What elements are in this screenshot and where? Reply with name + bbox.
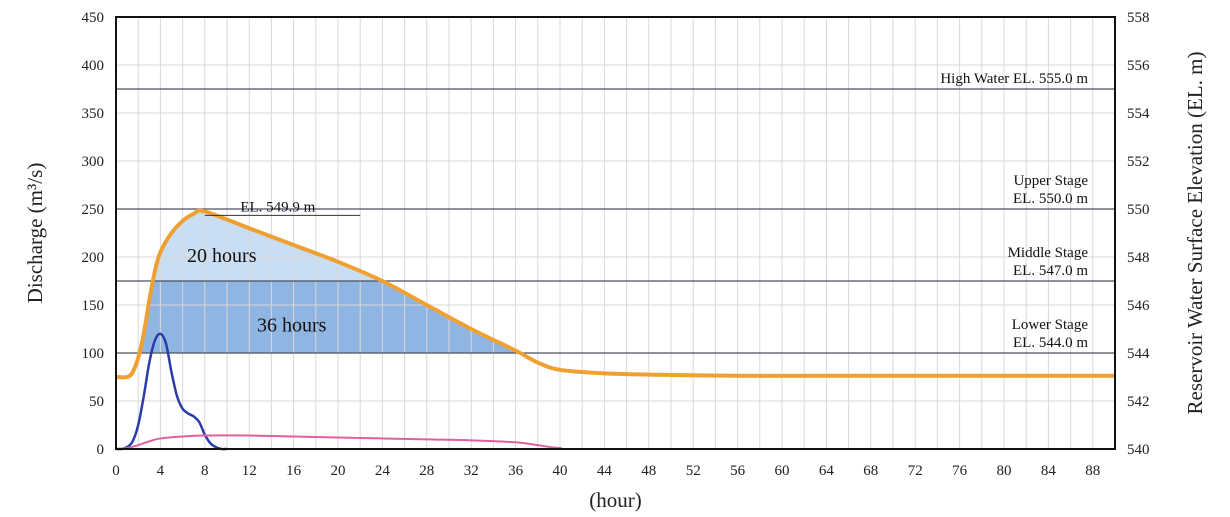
x-tick-label: 40 [553, 463, 568, 479]
left-y-tick-label: 300 [82, 154, 105, 170]
x-tick-label: 60 [775, 463, 790, 479]
series-line-0 [115, 208, 1115, 380]
x-tick-label: 0 [112, 463, 120, 479]
left-y-tick-label: 350 [82, 106, 105, 122]
x-tick-label: 68 [863, 463, 878, 479]
stage-fill-areas [140, 211, 519, 353]
right-y-tick-label: 550 [1127, 202, 1150, 218]
x-tick-label: 44 [597, 463, 613, 479]
right-y-tick-labels: 540 542 544 546 548 550 552 554 556 558 [1127, 10, 1150, 458]
x-tick-label: 80 [997, 463, 1012, 479]
x-tick-label: 84 [1041, 463, 1057, 479]
reference-lines [116, 88, 1115, 354]
x-tick-label: 24 [375, 463, 391, 479]
left-y-tick-label: 200 [82, 250, 105, 266]
x-tick-labels: 0 4 8 12 16 20 24 28 32 36 40 44 48 52 56 60 64 68 72 76 80 8… [112, 463, 1100, 479]
x-axis-title: (hour) [589, 488, 641, 512]
lower-stage-elevation-label: EL. 544.0 m [1013, 335, 1088, 351]
x-tick-label: 64 [819, 463, 835, 479]
left-y-tick-label: 150 [82, 298, 105, 314]
high-water-label: High Water EL. 555.0 m [940, 71, 1088, 87]
lower-stage-label: Lower Stage [1012, 317, 1089, 333]
left-y-tick-label: 100 [82, 346, 105, 362]
left-y-axis-title: Discharge (m³/s) [23, 163, 47, 304]
plot-frame [115, 16, 1116, 450]
left-y-tick-label: 250 [82, 202, 105, 218]
upper-stage-label: Upper Stage [1013, 173, 1088, 189]
x-tick-label: 88 [1085, 463, 1100, 479]
left-y-tick-label: 450 [82, 10, 105, 26]
left-y-tick-labels: 0 50 100 150 200 250 300 350 400 450 [82, 10, 105, 458]
right-y-tick-label: 556 [1127, 58, 1150, 74]
right-y-tick-label: 548 [1127, 250, 1150, 266]
right-y-tick-label: 558 [1127, 10, 1150, 26]
x-tick-label: 16 [286, 463, 302, 479]
x-tick-label: 72 [908, 463, 923, 479]
duration-36-hours-label: 36 hours [257, 314, 327, 336]
upper-stage-fill [153, 211, 382, 281]
x-tick-label: 8 [201, 463, 209, 479]
series-line-1 [115, 332, 228, 451]
right-y-tick-label: 554 [1127, 106, 1150, 122]
x-tick-label: 12 [242, 463, 257, 479]
x-tick-label: 32 [464, 463, 479, 479]
middle-stage-label: Middle Stage [1008, 245, 1089, 261]
x-tick-label: 4 [157, 463, 165, 479]
duration-20-hours-label: 20 hours [187, 245, 257, 267]
right-y-tick-label: 542 [1127, 394, 1150, 410]
left-y-tick-label: 400 [82, 58, 105, 74]
x-tick-label: 56 [730, 463, 746, 479]
lower-stage-fill [140, 281, 519, 353]
x-tick-label: 28 [419, 463, 434, 479]
x-tick-label: 52 [686, 463, 701, 479]
middle-stage-elevation-label: EL. 547.0 m [1013, 263, 1088, 279]
right-y-axis-title: Reservoir Water Surface Elevation (EL. m… [1183, 52, 1207, 415]
peak-elevation-label: EL. 549.9 m [240, 199, 315, 215]
x-tick-label: 48 [641, 463, 656, 479]
series-line-2 [115, 434, 1116, 451]
left-y-tick-label: 0 [97, 442, 105, 458]
x-tick-label: 76 [952, 463, 968, 479]
x-tick-label: 36 [508, 463, 524, 479]
x-tick-label: 20 [331, 463, 346, 479]
upper-stage-elevation-label: EL. 550.0 m [1013, 191, 1088, 207]
right-y-tick-label: 546 [1127, 298, 1150, 314]
right-y-tick-label: 552 [1127, 154, 1150, 170]
right-y-tick-label: 540 [1127, 442, 1150, 458]
left-y-tick-label: 50 [89, 394, 104, 410]
right-y-tick-label: 544 [1127, 346, 1150, 362]
